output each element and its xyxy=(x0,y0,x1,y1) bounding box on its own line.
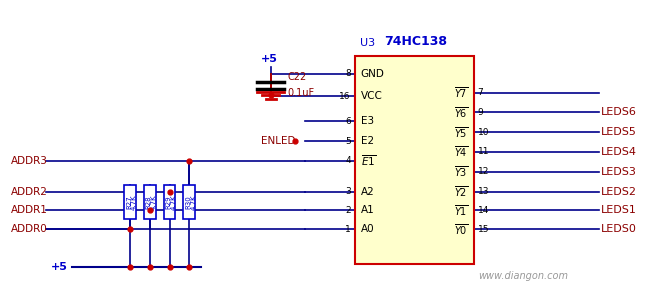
Text: 4.7K: 4.7K xyxy=(170,194,177,210)
Bar xyxy=(183,185,195,219)
Text: ADDR1: ADDR1 xyxy=(11,205,48,215)
Text: 2: 2 xyxy=(345,206,351,215)
Text: LEDS4: LEDS4 xyxy=(601,147,637,157)
Text: C22: C22 xyxy=(287,72,307,82)
Text: $\overline{Y6}$: $\overline{Y6}$ xyxy=(453,105,468,120)
Text: 3: 3 xyxy=(345,187,351,196)
Text: 11: 11 xyxy=(478,147,489,156)
Text: U3: U3 xyxy=(359,38,375,48)
Text: +5: +5 xyxy=(51,262,68,272)
Text: 16: 16 xyxy=(339,92,351,101)
Text: $\overline{Y3}$: $\overline{Y3}$ xyxy=(453,164,468,179)
Text: 7: 7 xyxy=(478,88,484,97)
Text: $\overline{Y0}$: $\overline{Y0}$ xyxy=(453,222,468,237)
Text: $\overline{Y5}$: $\overline{Y5}$ xyxy=(453,125,468,139)
Text: E3: E3 xyxy=(361,116,374,126)
Text: 74HC138: 74HC138 xyxy=(384,35,447,48)
Text: 13: 13 xyxy=(478,187,489,196)
Bar xyxy=(144,185,156,219)
Text: 15: 15 xyxy=(478,225,489,234)
Text: ADDR0: ADDR0 xyxy=(11,224,48,234)
Text: R30: R30 xyxy=(185,195,191,209)
Text: A1: A1 xyxy=(361,205,374,215)
Text: R28: R28 xyxy=(146,195,152,209)
Text: 10: 10 xyxy=(478,128,489,137)
Text: LEDS5: LEDS5 xyxy=(601,127,637,137)
Text: 4.7K: 4.7K xyxy=(150,194,156,210)
Text: $\overline{Y4}$: $\overline{Y4}$ xyxy=(453,144,468,159)
Text: LEDS6: LEDS6 xyxy=(601,107,637,117)
Text: 9: 9 xyxy=(478,108,484,117)
Bar xyxy=(164,185,175,219)
Text: A0: A0 xyxy=(361,224,374,234)
Text: 1: 1 xyxy=(345,225,351,234)
Text: ENLED: ENLED xyxy=(261,136,295,146)
Text: +5: +5 xyxy=(261,54,277,64)
Text: $\overline{Y1}$: $\overline{Y1}$ xyxy=(453,203,468,218)
Text: R27: R27 xyxy=(126,195,132,209)
Bar xyxy=(355,56,474,264)
Bar xyxy=(124,185,136,219)
Text: VCC: VCC xyxy=(361,91,382,101)
Text: 12: 12 xyxy=(478,167,489,176)
Text: LEDS0: LEDS0 xyxy=(601,224,637,234)
Text: www.diangon.com: www.diangon.com xyxy=(478,271,568,281)
Text: 0.1uF: 0.1uF xyxy=(287,88,315,98)
Text: 6: 6 xyxy=(345,117,351,126)
Text: ADDR2: ADDR2 xyxy=(11,187,48,197)
Text: 4.7K: 4.7K xyxy=(131,194,137,210)
Text: $\overline{Y7}$: $\overline{Y7}$ xyxy=(453,85,468,100)
Text: 4: 4 xyxy=(345,156,351,165)
Text: $\overline{Y2}$: $\overline{Y2}$ xyxy=(453,184,468,199)
Text: 4.7K: 4.7K xyxy=(191,194,196,210)
Text: E2: E2 xyxy=(361,136,374,146)
Text: $\overline{E1}$: $\overline{E1}$ xyxy=(361,154,376,168)
Text: LEDS2: LEDS2 xyxy=(601,187,637,197)
Text: 8: 8 xyxy=(345,69,351,78)
Text: 5: 5 xyxy=(345,137,351,146)
Text: GND: GND xyxy=(361,69,384,79)
Text: LEDS1: LEDS1 xyxy=(601,205,637,215)
Text: A2: A2 xyxy=(361,187,374,197)
Text: R29: R29 xyxy=(166,195,171,209)
Text: 14: 14 xyxy=(478,206,489,215)
Text: ADDR3: ADDR3 xyxy=(11,156,48,166)
Text: LEDS3: LEDS3 xyxy=(601,167,637,177)
